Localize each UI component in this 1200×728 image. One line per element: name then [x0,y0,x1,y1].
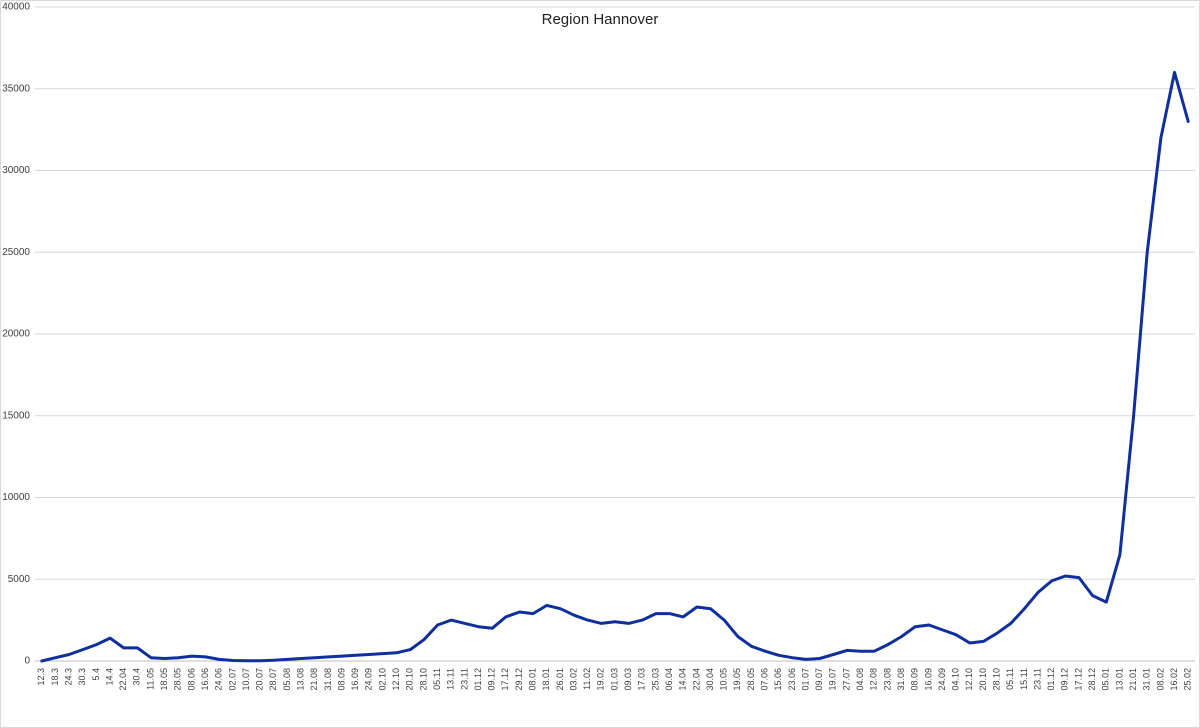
x-tick-label: 5.4 [91,668,101,681]
x-tick-label: 20.07 [255,668,265,691]
x-tick-label: 17.12 [500,668,510,691]
x-tick-label: 13.01 [1114,668,1124,691]
x-tick-label: 15.06 [773,668,783,691]
x-tick-label: 28.10 [991,668,1001,691]
x-tick-label: 31.01 [1142,668,1152,691]
x-tick-label: 14.04 [678,668,688,691]
x-tick-label: 21.08 [309,668,319,691]
x-tick-label: 16.02 [1169,668,1179,691]
x-tick-label: 16.09 [923,668,933,691]
x-tick-label: 18.3 [50,668,60,686]
x-tick-label: 18.01 [541,668,551,691]
y-tick-label: 20000 [2,329,30,340]
x-tick-label: 31.08 [896,668,906,691]
x-tick-label: 25.03 [650,668,660,691]
x-tick-label: 08.09 [336,668,346,691]
x-tick-label: 08.02 [1155,668,1165,691]
y-tick-label: 0 [24,656,30,667]
x-tick-label: 11.02 [582,668,592,690]
chart-title: Region Hannover [542,11,659,28]
x-tick-label: 10.05 [719,668,729,691]
x-tick-label: 24.09 [364,668,374,691]
x-tick-label: 28.07 [268,668,278,691]
x-tick-label: 12.3 [36,668,46,686]
x-tick-label: 21.01 [1128,668,1138,691]
x-tick-label: 19.07 [828,668,838,691]
x-tick-label: 05.11 [1005,668,1015,690]
y-tick-label: 35000 [2,83,30,94]
x-tick-label: 22.04 [118,668,128,691]
x-tick-label: 01.03 [609,668,619,691]
x-tick-label: 14.4 [104,668,114,686]
y-tick-label: 5000 [8,574,31,585]
x-tick-label: 31.08 [323,668,333,691]
x-tick-label: 20.10 [978,668,988,691]
x-tick-label: 05.11 [432,668,442,690]
x-tick-label: 28.10 [418,668,428,691]
x-tick-label: 30.3 [77,668,87,686]
x-tick-label: 10.07 [241,668,251,691]
x-tick-label: 15.11 [1019,668,1029,690]
x-tick-label: 18.05 [159,668,169,691]
x-tick-label: 01.12 [1046,668,1056,691]
x-tick-label: 23.06 [787,668,797,691]
x-tick-label: 02.07 [227,668,237,691]
x-tick-label: 09.12 [1060,668,1070,691]
data-line [40,70,1190,663]
x-tick-label: 24.09 [937,668,947,691]
x-tick-label: 19.05 [732,668,742,691]
x-tick-label: 28.05 [173,668,183,691]
x-tick-label: 28.12 [1087,668,1097,691]
x-tick-label: 04.08 [855,668,865,691]
x-tick-label: 07.06 [759,668,769,691]
x-tick-label: 11.05 [145,668,155,690]
x-tick-label: 08.09 [910,668,920,691]
x-tick-label: 30.04 [705,668,715,691]
x-tick-label: 05.08 [282,668,292,691]
x-tick-label: 16.06 [200,668,210,691]
y-tick-label: 40000 [2,2,30,13]
x-tick-label: 01.12 [473,668,483,691]
x-tick-label: 09.07 [814,668,824,691]
x-tick-label: 06.04 [664,668,674,691]
y-tick-label: 30000 [2,165,30,176]
x-tick-label: 16.09 [350,668,360,691]
x-tick-label: 20.10 [405,668,415,691]
x-tick-label: 30.4 [132,668,142,686]
y-tick-label: 15000 [2,410,30,421]
x-tick-label: 23.11 [1032,668,1042,690]
x-tick-label: 12.10 [391,668,401,691]
x-tick-label: 27.07 [841,668,851,691]
x-tick-label: 04.10 [951,668,961,691]
x-tick-label: 23.11 [459,668,469,690]
x-tick-label: 09.12 [487,668,497,691]
x-tick-label: 12.10 [964,668,974,691]
x-tick-label: 03.02 [568,668,578,691]
x-tick-label: 05.01 [1101,668,1111,691]
x-tick-label: 24.06 [214,668,224,691]
x-tick-label: 08.01 [527,668,537,691]
x-tick-label: 01.07 [800,668,810,691]
x-tick-label: 13.11 [446,668,456,690]
x-tick-label: 29.12 [514,668,524,691]
x-tick-label: 25.02 [1183,668,1193,691]
x-tick-label: 26.01 [555,668,565,691]
x-tick-label: 08.06 [186,668,196,691]
x-tick-label: 28.05 [746,668,756,691]
x-tick-label: 17.12 [1073,668,1083,691]
x-tick-label: 09.03 [623,668,633,691]
x-tick-label: 12.08 [869,668,879,691]
x-tick-label: 02.10 [377,668,387,691]
y-tick-label: 25000 [2,247,30,258]
x-tick-label: 13.08 [295,668,305,691]
x-tick-label: 24.3 [63,668,73,686]
x-tick-label: 22.04 [691,668,701,691]
x-tick-label: 17.03 [637,668,647,691]
x-tick-label: 19.02 [596,668,606,691]
y-tick-label: 10000 [2,492,30,503]
x-tick-label: 23.08 [882,668,892,691]
